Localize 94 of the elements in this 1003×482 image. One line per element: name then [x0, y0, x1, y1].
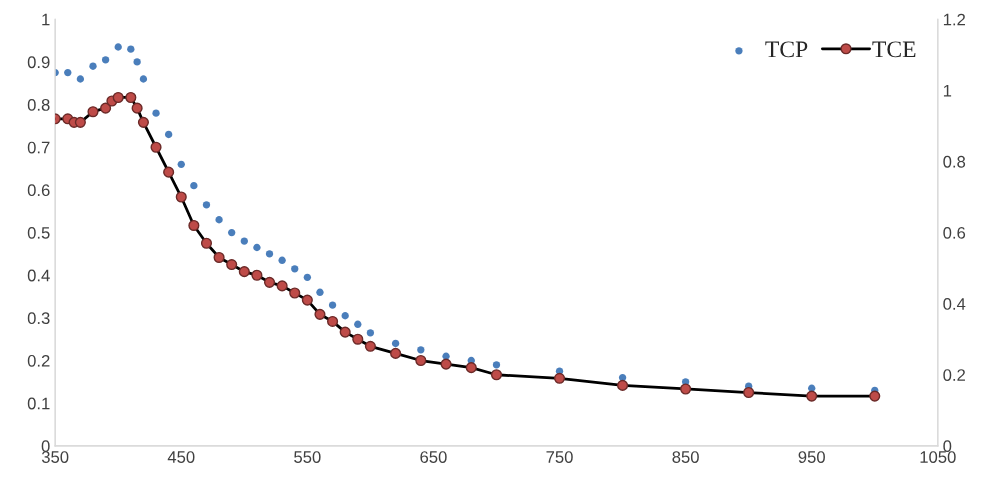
y-tick-label: 0.1 [27, 397, 50, 410]
legend-label: TCP [765, 41, 808, 58]
x-tick-label: 650 [420, 451, 447, 463]
point [64, 68, 72, 77]
point [314, 308, 326, 320]
point [89, 62, 97, 70]
point [391, 339, 400, 348]
point [341, 312, 349, 320]
y-tick-label: 0.8 [27, 99, 50, 111]
x-tick-label: 550 [294, 451, 321, 463]
point [339, 326, 351, 338]
point [215, 216, 223, 224]
point [175, 191, 187, 203]
y-tick-label: 0.2 [27, 354, 50, 367]
x-tick-label: 850 [672, 451, 699, 463]
y-tick-label: 0.3 [27, 312, 50, 325]
point [200, 237, 213, 249]
y-tick-label: 0.6 [27, 184, 50, 197]
x-tick-label: 750 [546, 451, 573, 463]
point [276, 280, 288, 292]
point [152, 109, 160, 117]
point [327, 315, 339, 327]
point [76, 75, 85, 83]
point [553, 372, 566, 384]
y2-tick-label: 1 [943, 84, 952, 97]
y-tick-label: 1 [42, 13, 50, 26]
y2-tick-label: 1.2 [943, 13, 965, 26]
y-tick-label: 0 [41, 440, 50, 453]
point [316, 288, 324, 296]
point [490, 369, 503, 381]
point [139, 75, 148, 83]
point [301, 294, 313, 306]
point [190, 181, 198, 190]
point [100, 102, 112, 114]
y2-tick-label: 0.2 [943, 369, 965, 381]
y2-tick-label: 0.6 [943, 226, 966, 239]
point [137, 116, 149, 128]
point [291, 265, 299, 273]
point [164, 130, 173, 139]
y2-tick-label: 0.8 [943, 155, 966, 168]
point [202, 201, 211, 209]
point [87, 106, 99, 118]
y-tick-label: 0.9 [27, 56, 50, 69]
point [74, 116, 86, 128]
point [289, 287, 301, 299]
y2-tick-label: 0 [943, 440, 952, 453]
y-tick-label: 0.7 [27, 141, 50, 154]
point [112, 91, 124, 104]
point [150, 141, 162, 153]
point [806, 390, 818, 402]
point [354, 320, 362, 328]
point [263, 276, 276, 288]
point [366, 329, 375, 337]
point [228, 228, 236, 237]
point [240, 237, 248, 245]
point [127, 45, 135, 53]
point [213, 251, 225, 264]
point [238, 266, 250, 278]
point [251, 269, 263, 281]
point [328, 301, 337, 309]
point [125, 91, 137, 104]
point [808, 384, 816, 392]
y-tick-label: 0.4 [27, 269, 50, 282]
y2-tick-label: 0.4 [943, 298, 966, 310]
point [743, 386, 755, 399]
point [101, 56, 110, 64]
point [131, 102, 143, 114]
point [869, 390, 881, 402]
point [680, 383, 692, 395]
point [133, 58, 141, 66]
point [188, 219, 200, 232]
point [390, 347, 402, 359]
legend-label: TCE [872, 41, 916, 58]
point [417, 346, 425, 354]
point [440, 358, 452, 370]
point [415, 354, 427, 367]
point [492, 361, 501, 369]
point [163, 166, 175, 178]
point [278, 256, 286, 264]
point [253, 243, 261, 252]
point [364, 340, 376, 352]
point [352, 333, 364, 345]
point [617, 379, 629, 391]
x-tick-label: 450 [167, 451, 195, 463]
point [114, 43, 122, 51]
y-tick-label: 0.5 [27, 226, 50, 239]
x-tick-label: 950 [798, 451, 825, 463]
point [177, 160, 185, 168]
x-tick-label: 350 [41, 451, 69, 463]
point [303, 273, 312, 282]
point [265, 250, 274, 258]
point [226, 259, 238, 271]
x-tick-label: 1050 [920, 451, 956, 463]
point [465, 362, 477, 374]
